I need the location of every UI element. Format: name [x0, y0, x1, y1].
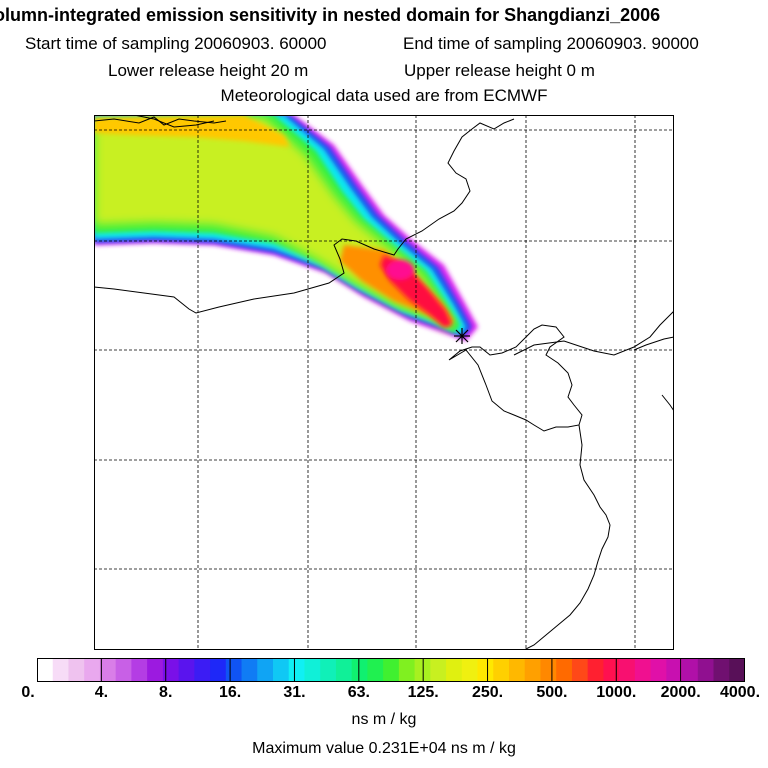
met-data-source: Meteorological data used are from ECMWF	[220, 86, 548, 105]
colorbar-swatch	[194, 658, 211, 682]
colorbar-tick-label: 125.	[407, 684, 439, 701]
colorbar-swatch	[446, 658, 463, 682]
colorbar-swatch	[351, 658, 368, 682]
colorbar-swatch	[666, 658, 683, 682]
colorbar-swatch	[367, 658, 384, 682]
colorbar-swatch	[37, 658, 54, 682]
upper-release-height: Upper release height 0 m	[404, 61, 595, 80]
lower-release-height: Lower release height 20 m	[108, 61, 309, 80]
plot-title: olumn-integrated emission sensitivity in…	[0, 5, 661, 25]
colorbar-swatch	[398, 658, 416, 682]
colorbar-swatch	[115, 658, 132, 682]
colorbar-swatch	[729, 658, 745, 682]
colorbar-tick-label: 250.	[471, 684, 504, 701]
end-time: End time of sampling 20060903. 90000	[403, 34, 699, 53]
colorbar-tick-label: 1000.	[596, 684, 637, 701]
colorbar-tick-label: 0.	[21, 684, 35, 701]
colorbar-swatch	[540, 658, 557, 682]
colorbar-units: ns m / kg	[351, 711, 417, 728]
colorbar-swatch	[493, 658, 510, 682]
colorbar-ticks: 0. 4. 8. 16. 31. 63. 125. 250. 500. 1000. 2000. 400…	[0, 684, 768, 706]
colorbar-swatch	[147, 658, 164, 682]
colorbar-swatch	[131, 658, 148, 682]
colorbar-swatch	[509, 658, 526, 682]
colorbar-tick-label: 8.	[159, 684, 173, 701]
plume-max-spot	[386, 260, 414, 280]
colorbar-swatch	[603, 658, 620, 682]
colorbar-swatch	[84, 658, 101, 682]
colorbar-swatch	[99, 658, 117, 682]
colorbar-swatch	[304, 658, 321, 682]
plume-band-yellow	[94, 115, 290, 147]
coastlines	[94, 115, 674, 650]
colorbar-swatch	[477, 658, 494, 682]
colorbar-swatch	[162, 658, 180, 682]
start-time: Start time of sampling 20060903. 60000	[25, 34, 327, 53]
colorbar-swatch	[257, 658, 274, 682]
colorbar-frame	[37, 658, 745, 682]
colorbar-swatch	[682, 658, 699, 682]
colorbar-tick-label: 63.	[347, 684, 370, 701]
colorbar-swatch	[288, 658, 305, 682]
colorbar-swatch	[241, 658, 258, 682]
map-frame	[94, 115, 674, 650]
colorbar-swatch	[52, 658, 69, 682]
colorbar-swatch	[587, 658, 604, 682]
colorbar-swatch	[178, 658, 195, 682]
colorbar-swatch	[68, 658, 85, 682]
colorbar-swatch	[571, 658, 589, 682]
plume	[94, 115, 478, 341]
colorbar-swatch	[335, 658, 353, 682]
colorbar-tick-label: 4000.	[719, 684, 761, 701]
colorbar-tick-label: 31.	[283, 684, 306, 701]
colorbar-swatch	[619, 658, 636, 682]
colorbar-swatch	[524, 658, 541, 682]
colorbar-swatch	[430, 658, 447, 682]
colorbar-swatch	[383, 658, 400, 682]
sensitivity-map	[94, 115, 674, 650]
colorbar-swatch	[210, 658, 227, 682]
colorbar-tick-label: 4.	[94, 684, 109, 701]
colorbar	[37, 658, 745, 682]
colorbar-swatch	[556, 658, 573, 682]
colorbar-swatch	[320, 658, 337, 682]
colorbar-tick-label: 2000.	[660, 684, 701, 701]
lat-lon-grid	[94, 115, 674, 650]
colorbar-swatch	[697, 658, 715, 682]
colorbar-swatch	[713, 658, 730, 682]
maximum-value: Maximum value 0.231E+04 ns m / kg	[252, 740, 516, 757]
colorbar-tick-label: 16.	[218, 684, 242, 701]
colorbar-swatch	[634, 658, 652, 682]
colorbar-swatch	[273, 658, 290, 682]
colorbar-swatch	[461, 658, 479, 682]
receptor-marker-icon	[454, 328, 470, 344]
colorbar-swatch	[225, 658, 243, 682]
colorbar-tick-label: 500.	[536, 684, 568, 701]
colorbar-swatch	[650, 658, 667, 682]
